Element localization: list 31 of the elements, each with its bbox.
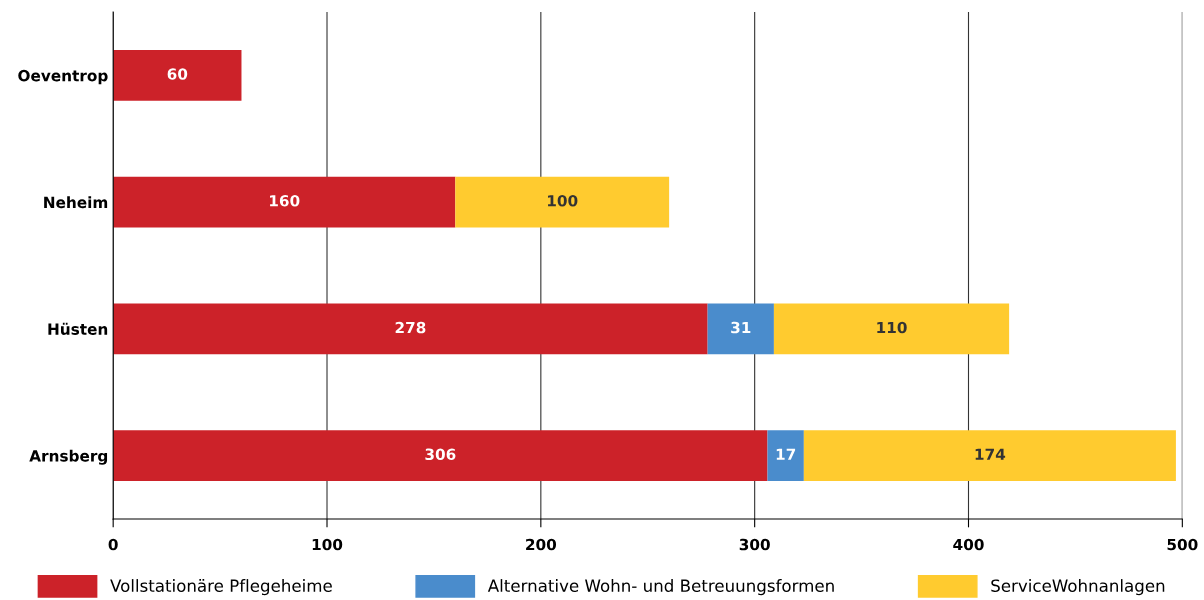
legend-label: ServiceWohnanlagen bbox=[991, 579, 1165, 596]
y-tick-label: Arnsberg bbox=[29, 449, 108, 465]
x-tick-label: 400 bbox=[953, 538, 984, 551]
bar bbox=[767, 430, 804, 481]
bar bbox=[113, 303, 708, 355]
y-tick-label: Oeventrop bbox=[18, 69, 108, 85]
x-tick-label: 100 bbox=[312, 538, 343, 551]
x-tick-label: 200 bbox=[526, 538, 557, 551]
bar bbox=[113, 430, 768, 481]
data-label: 17 bbox=[776, 448, 796, 460]
y-tick-label: Neheim bbox=[44, 196, 108, 209]
y-tick-label: Hüsten bbox=[48, 322, 108, 335]
bar bbox=[113, 50, 242, 101]
bar bbox=[773, 303, 1010, 355]
data-label: 60 bbox=[167, 68, 188, 80]
data-label: 174 bbox=[975, 448, 1006, 460]
bar bbox=[803, 430, 1176, 481]
data-label: 306 bbox=[425, 448, 456, 461]
data-label: 110 bbox=[877, 321, 907, 334]
bar bbox=[113, 176, 456, 228]
data-label: 100 bbox=[548, 195, 578, 207]
x-tick-label: 500 bbox=[1167, 538, 1198, 551]
legend-label: Vollstationäre Pflegeheime bbox=[110, 579, 332, 596]
legend-label: Alternative Wohn- und Betreuungsformen bbox=[487, 579, 834, 596]
data-label: 31 bbox=[731, 321, 751, 334]
x-tick-label: 0 bbox=[108, 538, 118, 551]
bar bbox=[455, 176, 670, 228]
bar bbox=[707, 303, 774, 355]
data-label: 160 bbox=[270, 195, 300, 207]
data-label: 278 bbox=[395, 321, 426, 334]
x-tick-label: 300 bbox=[739, 538, 770, 551]
